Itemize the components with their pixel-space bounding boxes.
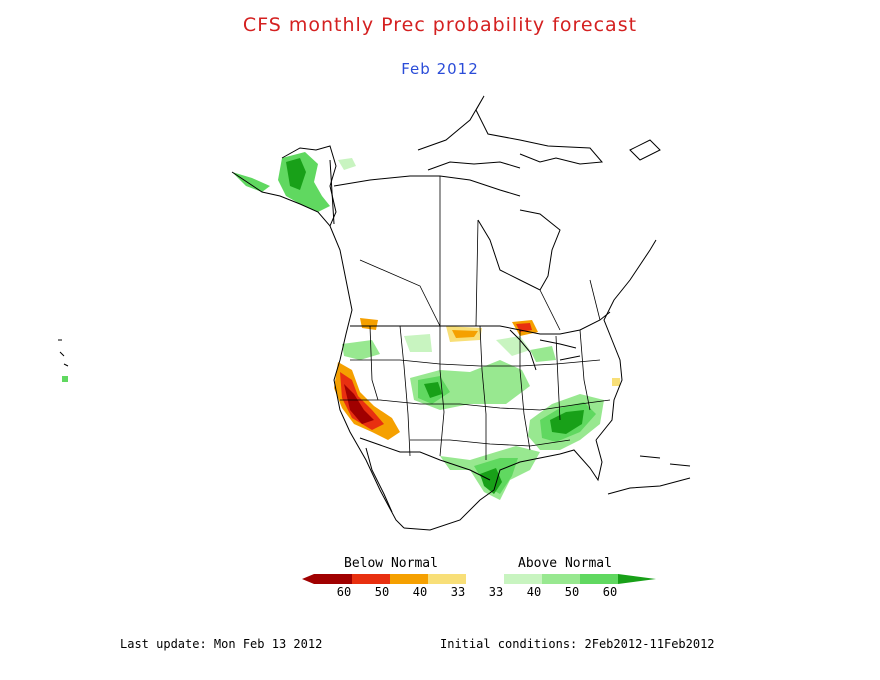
legend-tick-label: 50 [374,585,390,599]
legend-swatch [352,574,390,584]
above-normal-label: Above Normal [518,556,612,571]
chart-title: CFS monthly Prec probability forecast [242,14,638,36]
legend-tick-label: 33 [450,585,466,599]
legend-swatch [618,574,656,584]
legend-tick-label: 60 [602,585,618,599]
legend-tick-label: 50 [564,585,580,599]
initial-conditions-text: Initial conditions: 2Feb2012-11Feb2012 [440,637,715,651]
legend-colorbar [302,574,656,584]
last-update-text: Last update: Mon Feb 13 2012 [120,637,323,651]
legend-swatch [580,574,618,584]
legend-tick-label: 40 [526,585,542,599]
coastlines [58,95,691,531]
anomaly-shading [62,152,620,500]
legend-swatch [542,574,580,584]
legend-swatch [504,574,542,584]
political-boundaries [340,176,611,460]
below-normal-label: Below Normal [344,556,438,571]
legend-tick-label: 33 [488,585,504,599]
legend-swatch [390,574,428,584]
legend-swatch [428,574,466,584]
forecast-month: Feb 2012 [401,60,479,78]
legend-tick-label: 40 [412,585,428,599]
legend-swatch [314,574,352,584]
alaska-above-normal-area [278,152,330,212]
legend-swatch [466,574,504,584]
legend-tick-label: 60 [336,585,352,599]
legend-swatch [302,574,314,584]
